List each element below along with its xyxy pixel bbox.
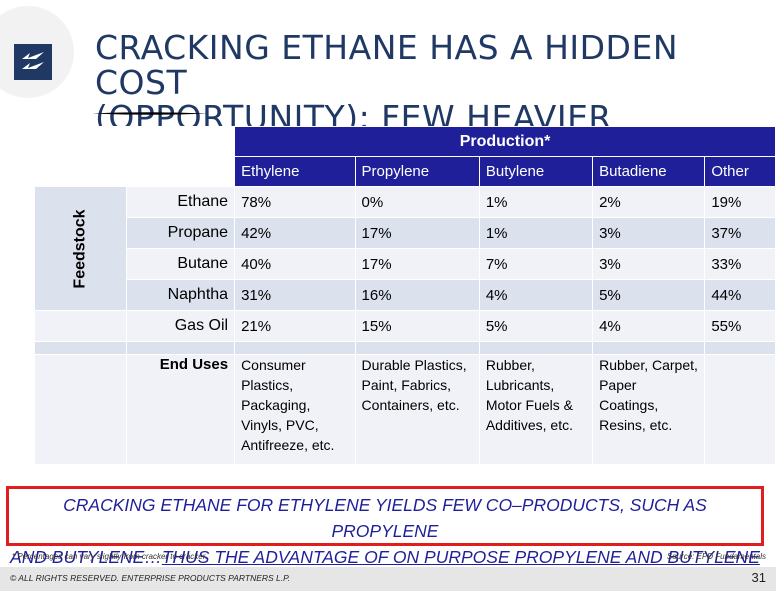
table-cell: 44% xyxy=(704,279,776,311)
callout-line-1: CRACKING ETHANE FOR ETHYLENE YIELDS FEW … xyxy=(63,495,707,541)
table-cell: 3% xyxy=(592,217,706,249)
table-cell: 7% xyxy=(478,248,594,280)
company-logo xyxy=(14,44,52,80)
title-line-1: CRACKING ETHANE HAS A HIDDEN COST xyxy=(95,28,679,102)
end-use-cell: Rubber, Lubricants, Motor Fuels & Additi… xyxy=(478,354,594,465)
end-use-cell: Rubber, Carpet, Paper Coatings, Resins, … xyxy=(592,354,706,465)
callout-emphasis: THUS THE ADVANTAGE OF ON PURPOSE PROPYLE… xyxy=(161,547,760,567)
table-cell: 0% xyxy=(354,186,480,218)
table-cell: 4% xyxy=(478,279,594,311)
table-cell: 4% xyxy=(592,310,706,342)
spacer-row xyxy=(33,341,776,355)
table-cell: 17% xyxy=(354,248,480,280)
feedstock-name: Gas Oil xyxy=(126,310,236,342)
table-row: Naphtha 31% 16% 4% 5% 44% xyxy=(35,279,776,311)
source-note: Source: EPD Fundamentals xyxy=(666,552,766,561)
production-header: Production* xyxy=(234,126,776,157)
column-header: Ethylene xyxy=(234,156,356,187)
table-cell: 37% xyxy=(704,217,776,249)
table-cell: 5% xyxy=(478,310,594,342)
page-number: 31 xyxy=(751,570,766,585)
column-header: Butylene xyxy=(478,156,594,187)
footer-bar: © ALL RIGHTS RESERVED. ENTERPRISE PRODUC… xyxy=(0,567,776,591)
table-cell: 55% xyxy=(704,310,776,342)
table-cell: 2% xyxy=(592,186,706,218)
end-use-cell: Consumer Plastics, Packaging, Vinyls, PV… xyxy=(234,354,356,465)
production-table: Production* Ethylene Propylene Butylene … xyxy=(33,126,776,465)
column-header: Butadiene xyxy=(592,156,706,187)
feedstock-label: Feedstock xyxy=(33,186,128,311)
table-cell: 42% xyxy=(234,217,356,249)
end-use-cell xyxy=(704,354,776,465)
table-cell: 33% xyxy=(704,248,776,280)
end-use-cell: Durable Plastics, Paint, Fabrics, Contai… xyxy=(354,354,480,465)
copyright: © ALL RIGHTS RESERVED. ENTERPRISE PRODUC… xyxy=(10,573,291,583)
table-cell: 21% xyxy=(234,310,356,342)
table-cell: 5% xyxy=(592,279,706,311)
table-cell: 3% xyxy=(592,248,706,280)
end-uses-row: End Uses Consumer Plastics, Packaging, V… xyxy=(33,354,776,465)
table-cell: 19% xyxy=(704,186,776,218)
callout-line-2: AND BUTYLENE…THUS THE ADVANTAGE OF ON PU… xyxy=(9,544,761,570)
table-cell: 78% xyxy=(234,186,356,218)
table-cell: 1% xyxy=(478,217,594,249)
table-row: Feedstock Ethane 78% 0% 1% 2% 19% xyxy=(33,186,776,311)
footnote: * Percentages can vary slightly from cra… xyxy=(12,552,208,561)
table-cell: 16% xyxy=(354,279,480,311)
table-cell: 40% xyxy=(234,248,356,280)
feedstock-name: Naphtha xyxy=(126,279,236,311)
key-takeaway-callout: CRACKING ETHANE FOR ETHYLENE YIELDS FEW … xyxy=(6,486,764,567)
feedstock-name: Ethane xyxy=(126,186,236,218)
callout-text: AND BUTYLENE… xyxy=(10,547,162,567)
title-underline xyxy=(92,112,208,115)
column-header: Propylene xyxy=(354,156,480,187)
table-row: Propane 42% 17% 1% 3% 37% xyxy=(35,217,776,249)
column-header: Other xyxy=(704,156,776,187)
feedstock-name: Propane xyxy=(126,217,236,249)
table-cell: 15% xyxy=(354,310,480,342)
feedstock-name: Butane xyxy=(126,248,236,280)
table-row: Gas Oil 21% 15% 5% 4% 55% xyxy=(33,310,776,342)
table-cell: 1% xyxy=(478,186,594,218)
end-uses-label: End Uses xyxy=(126,354,236,465)
table-row: Butane 40% 17% 7% 3% 33% xyxy=(35,248,776,280)
table-cell: 17% xyxy=(354,217,480,249)
table-cell: 31% xyxy=(234,279,356,311)
